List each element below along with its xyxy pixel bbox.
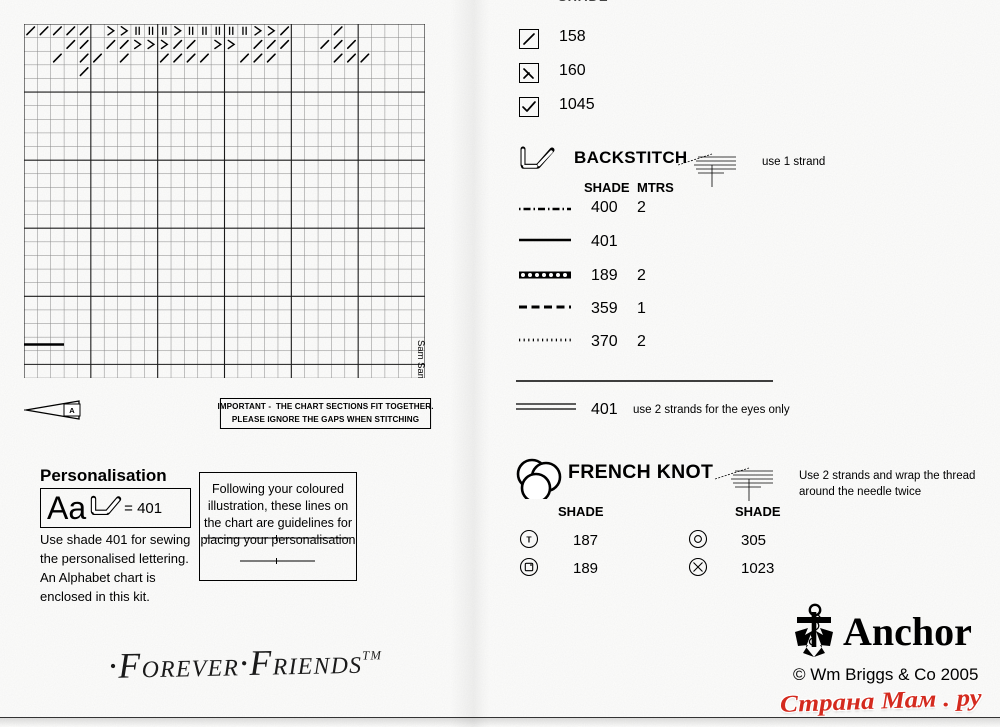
svg-text:T: T xyxy=(526,535,532,545)
svg-text:Sam Sam: Sam Sam xyxy=(415,340,425,378)
svg-text:A: A xyxy=(69,406,75,415)
